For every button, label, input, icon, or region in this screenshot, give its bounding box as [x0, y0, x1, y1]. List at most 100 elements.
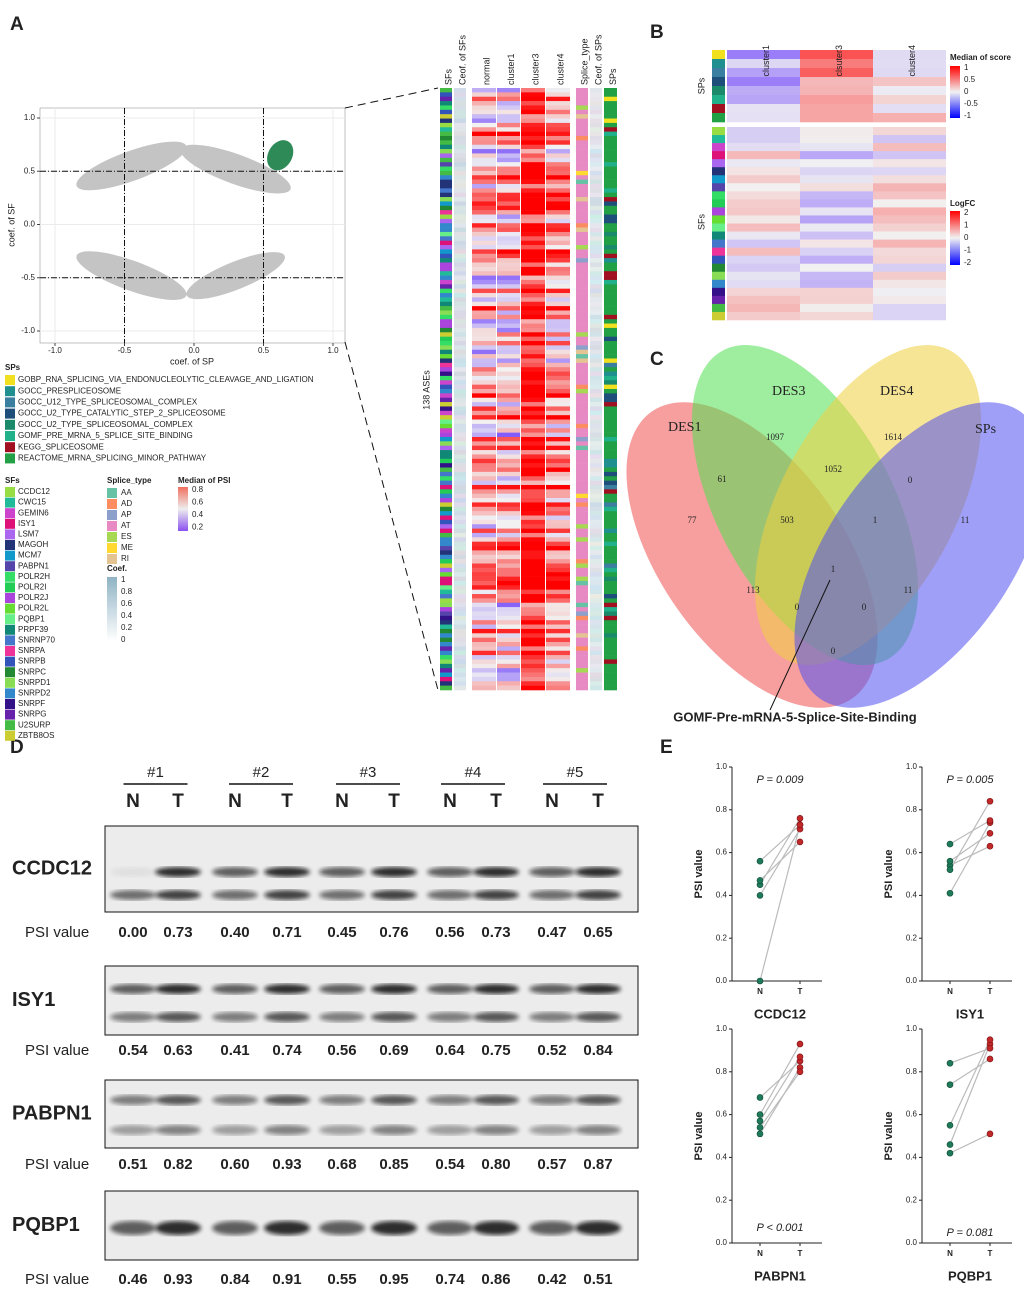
- heatmap-cell: [604, 580, 617, 586]
- group-label: #5: [567, 764, 584, 781]
- heatmap-cell: [546, 615, 570, 621]
- heatmap-cell: [576, 659, 588, 665]
- heatmap-cell: [576, 301, 588, 307]
- heatmap-cell: [497, 214, 520, 220]
- heatmap-cell: [590, 149, 602, 154]
- heatmap-cell: [521, 197, 545, 202]
- heatmap-cell: [521, 476, 545, 481]
- heatmap-cell: [521, 306, 545, 311]
- heatmap-cell: [454, 140, 466, 146]
- y-tick-label: 0.4: [716, 1153, 728, 1162]
- heatmap-cell: [604, 249, 617, 255]
- heatmap-cell: [472, 144, 496, 150]
- heatmap-cell: [440, 594, 452, 599]
- heatmap-cell: [590, 201, 602, 207]
- heatmap-cell: [440, 445, 452, 451]
- heatmap-cell: [604, 502, 617, 508]
- heatmap-cell: [546, 580, 570, 586]
- heatmap-cell: [604, 127, 617, 132]
- heatmap-cell: [576, 402, 588, 407]
- heatmap-cell: [800, 295, 873, 305]
- heatmap-cell: [454, 432, 466, 438]
- heatmap-cell: [727, 255, 800, 265]
- heatmap-cell: [440, 559, 452, 564]
- point: [756, 1124, 764, 1131]
- heatmap-cell: [604, 585, 617, 590]
- heatmap-cell: [604, 406, 617, 412]
- point: [796, 838, 804, 846]
- heatmap-cell: [497, 218, 520, 224]
- legend-title: LogFC: [950, 199, 976, 208]
- heatmap-cell: [590, 524, 602, 529]
- heatmap-cell: [546, 336, 570, 342]
- column-label: Splice_type: [579, 38, 589, 85]
- heatmap-cell: [472, 109, 496, 115]
- heatmap-cell: [497, 297, 520, 303]
- heatmap-cell: [590, 594, 602, 599]
- blot-band: [319, 1221, 365, 1235]
- heatmap-cell: [590, 602, 602, 608]
- heatmap-cell: [604, 506, 617, 512]
- heatmap-cell: [590, 380, 602, 385]
- heatmap-cell: [497, 153, 520, 159]
- heatmap-cell: [454, 546, 466, 551]
- heatmap-cell: [604, 306, 617, 311]
- heatmap-cell: [800, 68, 873, 78]
- heatmap-cell: [604, 642, 617, 647]
- heatmap-cell: [590, 423, 602, 429]
- heatmap-cell: [546, 685, 570, 691]
- heatmap-cell: [454, 406, 466, 412]
- blot-band: [529, 984, 575, 994]
- heatmap-cell: [590, 637, 602, 643]
- heatmap-cell: [604, 258, 617, 263]
- heatmap-cell: [454, 458, 466, 464]
- blot-band: [264, 1125, 310, 1135]
- plot-title: PABPN1: [754, 1268, 806, 1283]
- heatmap-cell: [546, 650, 570, 656]
- heatmap-cell: [576, 415, 588, 420]
- heatmap-cell: [454, 258, 466, 263]
- heatmap-cell: [497, 458, 520, 464]
- blot-band: [155, 1012, 201, 1022]
- heatmap-cell: [521, 607, 545, 612]
- heatmap-cell: [590, 341, 602, 346]
- heatmap-cell: [576, 506, 588, 512]
- heatmap-cell: [454, 419, 466, 425]
- heatmap-cell: [604, 397, 617, 403]
- legend-swatch: [5, 561, 15, 572]
- heatmap-cell: [454, 367, 466, 372]
- heatmap-cell: [440, 493, 452, 499]
- heatmap-cell: [521, 432, 545, 438]
- heatmap-cell: [521, 249, 545, 255]
- psi-value: 0.51: [583, 1271, 612, 1288]
- heatmap-cell: [497, 118, 520, 124]
- heatmap-cell: [521, 271, 545, 276]
- heatmap-cell: [576, 240, 588, 246]
- heatmap-cell: [440, 598, 452, 604]
- heatmap-cell: [440, 389, 452, 394]
- heatmap-cell: [604, 611, 617, 617]
- heatmap-cell: [440, 236, 452, 241]
- heatmap-cell: [546, 118, 570, 124]
- heatmap-cell: [454, 92, 466, 98]
- pair-line: [949, 1039, 991, 1126]
- heatmap-cell: [590, 306, 602, 311]
- heatmap-cell: [497, 231, 520, 237]
- heatmap-cell: [472, 249, 496, 255]
- heatmap-cell: [590, 628, 602, 634]
- heatmap-cell: [873, 199, 946, 208]
- legend-label: ISY1: [18, 519, 36, 528]
- heatmap-cell: [576, 345, 588, 351]
- heatmap-cell: [472, 323, 496, 329]
- blot-band: [473, 867, 519, 877]
- heatmap-cell: [546, 663, 570, 669]
- heatmap-cell: [521, 406, 545, 412]
- pair-line: [949, 1043, 991, 1145]
- legend-label: SNRPG: [18, 710, 46, 719]
- legend-label: PABPN1: [18, 561, 50, 570]
- heatmap-cell: [576, 567, 588, 573]
- heatmap-cell: [497, 192, 520, 198]
- plot-title: PQBP1: [948, 1268, 992, 1283]
- region-count: 11: [904, 585, 913, 595]
- legend-label: CCDC12: [18, 487, 51, 496]
